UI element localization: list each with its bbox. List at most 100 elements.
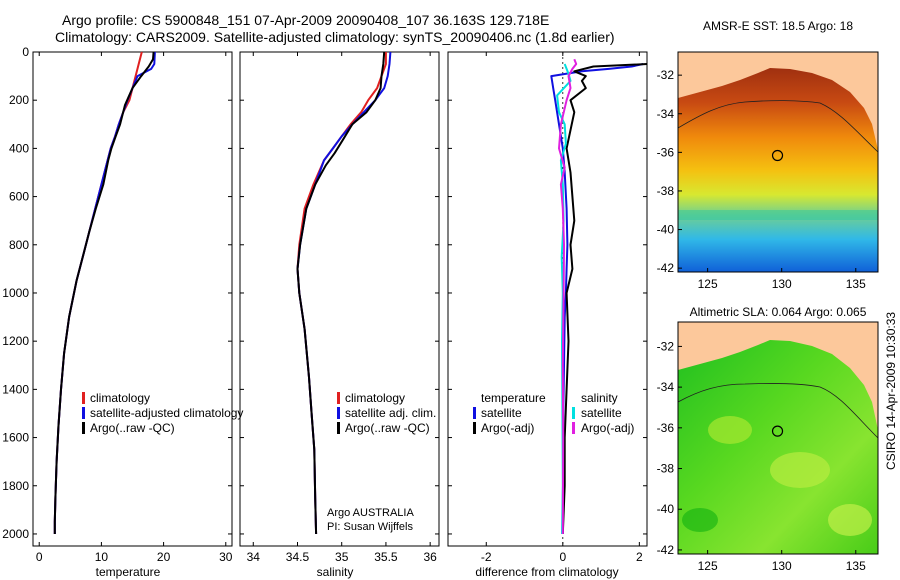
sla-contour [678,383,878,439]
legend-swatch-sal-argo [572,422,575,434]
lat-tick-label: -34 [657,380,675,394]
sst-contour [678,100,878,153]
sla-longitude-axis: 125 130 135 [698,550,866,573]
legend-swatch-sal-satellite [572,407,575,419]
sla-feature [708,416,752,444]
sst-longitude-axis: 125 130 135 [698,268,866,291]
legend-swatch-temp-satellite [473,407,476,419]
legend-swatch-argo [82,422,85,434]
temperature-x-axis: 0 10 20 30 [36,52,233,564]
y-tick-label: 600 [9,190,29,204]
x-tick-label: 20 [157,550,171,564]
figure-title-line2: Climatology: CARS2009. Satellite-adjuste… [55,29,615,45]
y-tick-label: 1400 [2,382,29,396]
y-tick-label: 800 [9,238,29,252]
legend-label-argo: Argo(..raw -QC) [90,421,175,435]
legend-label-argo: Argo(..raw -QC) [345,421,430,435]
y-tick-label: 1200 [2,334,29,348]
lat-tick-label: -38 [657,462,675,476]
sla-map-title: Altimetric SLA: 0.064 Argo: 0.065 [690,305,867,319]
x-tick-label: 34 [247,550,261,564]
series-line-climatology [53,51,143,534]
legend-swatch-temp-argo [473,422,476,434]
lat-tick-label: -32 [657,339,675,353]
pressure-axis: 0 200 400 600 800 1000 1200 1400 1600 1800 2000 [2,45,232,541]
sst-map-title: AMSR-E SST: 18.5 Argo: 18 [703,19,853,33]
legend-swatch-climatology [82,392,85,404]
series-line-argo-raw-qc- [53,51,155,534]
legend-swatch-climatology [337,392,340,404]
x-tick-label: 0 [559,550,566,564]
legend-label-temp-argo: Argo(-adj) [481,421,534,435]
legend-label-sal-satellite: satellite [581,406,622,420]
temperature-profiles [53,51,156,534]
figure-title-line1: Argo profile: CS 5900848_151 07-Apr-2009… [62,12,550,28]
lon-tick-label: 125 [698,559,718,573]
salinity-panel: 34 34.5 35 35.5 36 salinity climatology sate… [239,51,440,579]
x-tick-label: -2 [481,550,492,564]
salinity-profiles [296,51,392,535]
salinity-x-axis: 34 34.5 35 35.5 36 [247,52,437,564]
lon-tick-label: 135 [846,277,866,291]
sla-feature [828,504,872,536]
y-tick-label: 200 [9,93,29,107]
legend-swatch-satellite [337,407,340,419]
x-tick-label: 0 [36,550,43,564]
sla-latitude-axis: -32 -34 -36 -38 -40 -42 [657,339,682,557]
legend-heading-temperature: temperature [481,391,546,405]
difference-y-ticks [448,51,647,535]
salinity-y-ticks [240,51,439,535]
sst-argo-location-marker [771,149,784,162]
difference-panel: -2 0 2 difference from climatology tempera… [447,51,648,579]
annotation-argo-australia: Argo AUSTRALIA [327,507,414,519]
x-tick-label: 10 [95,550,109,564]
lon-tick-label: 130 [772,277,792,291]
series-line-temperature-argo-adj- [561,63,648,535]
sla-map-panel: Altimetric SLA: 0.064 Argo: 0.065 -32 -34… [657,305,879,573]
legend-label-climatology: climatology [90,391,150,405]
legend-label-satellite: satellite adj. clim. [345,406,436,420]
sst-map-panel: AMSR-E SST: 18.5 Argo: 18 -32 -34 -36 -38 -4… [657,19,879,291]
lat-tick-label: -34 [657,107,675,121]
difference-xlabel: difference from climatology [475,565,618,579]
y-tick-label: 1000 [2,286,29,300]
annotation-pi-name: PI: Susan Wijffels [327,521,413,533]
credit-stamp: CSIRO 14-Apr-2009 10:30:33 [884,311,898,470]
salinity-legend: climatology satellite adj. clim. Argo(..… [337,391,436,435]
lat-tick-label: -36 [657,145,675,159]
difference-profiles [550,58,648,535]
legend-label-satellite: satellite-adjusted climatology [90,406,243,420]
y-tick-label: 400 [9,141,29,155]
x-tick-label: 35.5 [374,550,398,564]
sla-map-frame [677,321,879,555]
lat-tick-label: -42 [657,543,675,557]
difference-legend: temperature satellite Argo(-adj) salinit… [473,391,634,435]
legend-heading-salinity: salinity [581,391,618,405]
y-tick-label: 2000 [2,527,29,541]
lat-tick-label: -38 [657,184,675,198]
temperature-axes-frame [32,51,233,547]
sla-feature [770,452,830,488]
y-tick-label: 0 [22,45,29,59]
temperature-legend: climatology satellite-adjusted climatolo… [82,391,243,435]
x-tick-label: 36 [423,550,437,564]
legend-swatch-argo [337,422,340,434]
x-tick-label: 34.5 [286,550,310,564]
lat-tick-label: -40 [657,223,675,237]
lat-tick-label: -42 [657,261,675,275]
salinity-axes-frame [239,51,440,547]
x-tick-label: 2 [636,550,643,564]
series-line-argo-raw-qc- [296,51,386,535]
x-tick-label: 30 [219,550,233,564]
series-line-climatology [296,52,387,535]
sla-feature [682,508,718,532]
legend-swatch-satellite [82,407,85,419]
sst-latitude-axis: -32 -34 -36 -38 -40 -42 [657,68,682,275]
lat-tick-label: -32 [657,68,675,82]
y-tick-label: 1600 [2,431,29,445]
lon-tick-label: 125 [698,277,718,291]
sst-front-band [678,210,878,220]
legend-label-temp-satellite: satellite [481,406,522,420]
series-line-satellite-adj-clim- [296,51,392,535]
